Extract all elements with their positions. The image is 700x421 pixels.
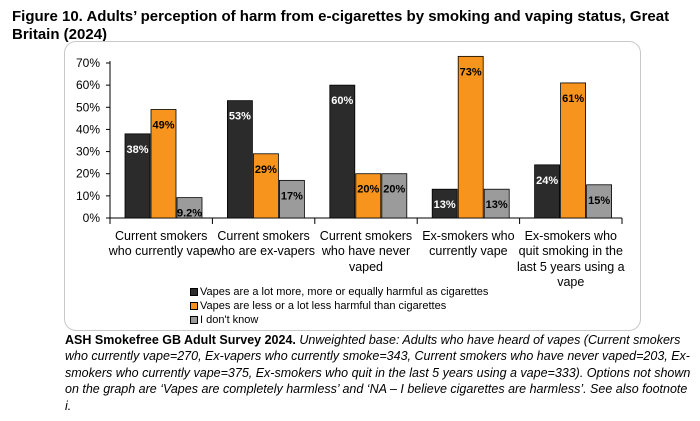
- bar-2-2: [252, 153, 279, 219]
- bars: [124, 55, 612, 219]
- bar-1-4: [431, 188, 458, 219]
- source-details: Unweighted base: Adults who have heard o…: [65, 333, 691, 413]
- legend: Vapes are a lot more, more or equally ha…: [190, 285, 489, 327]
- x-category-label: Current smokers who currently vape: [108, 229, 214, 259]
- source-note: ASH Smokefree GB Adult Survey 2024. Unwe…: [65, 332, 695, 414]
- data-label: 13%: [434, 199, 456, 211]
- y-tick-label: 20%: [76, 167, 100, 181]
- bar-2-5: [560, 82, 586, 219]
- legend-swatch: [190, 302, 198, 310]
- bar-1-5: [534, 164, 560, 219]
- x-category-label: Current smokers who have never vaped: [319, 229, 413, 274]
- data-label: 24%: [536, 175, 558, 187]
- legend-label: Vapes are a lot more, more or equally ha…: [200, 286, 489, 298]
- data-label: 29%: [255, 164, 277, 176]
- x-category-label: Ex-smokers who quit smoking in the last …: [516, 229, 625, 290]
- source-title: ASH Smokefree GB Adult Survey 2024.: [65, 333, 296, 347]
- y-tick-label: 60%: [76, 78, 100, 92]
- bar-3-5: [586, 184, 612, 219]
- bar-1-1: [124, 133, 151, 219]
- legend-swatch: [190, 316, 198, 324]
- legend-label: I don't know: [200, 314, 259, 326]
- legend-swatch: [190, 288, 198, 296]
- y-tick-label: 30%: [76, 145, 100, 159]
- bar-2-4: [457, 55, 484, 219]
- data-label: 61%: [562, 93, 584, 105]
- data-labels: 38% 53% 60% 13% 24% 49% 29% 20% 73% 61% 9.2% 17% 20%…: [126, 66, 610, 219]
- bar-2-1: [150, 109, 177, 219]
- legend-item: Vapes are a lot more, more or equally ha…: [190, 285, 489, 299]
- y-tick-label: 50%: [76, 100, 100, 114]
- y-tick-label: 40%: [76, 122, 100, 136]
- legend-item: I don't know: [190, 313, 488, 327]
- data-label: 73%: [460, 66, 482, 78]
- data-label: 60%: [331, 95, 353, 107]
- y-tick-label: 70%: [76, 56, 100, 70]
- bar-3-1: [176, 197, 203, 219]
- figure-title: Figure 10. Adults’ perception of harm fr…: [12, 8, 670, 43]
- y-tick-label: 10%: [76, 189, 100, 203]
- data-label: 53%: [229, 111, 251, 123]
- data-label: 20%: [357, 184, 379, 196]
- legend-label: Vapes are less or a lot less harmful tha…: [200, 300, 447, 312]
- y-tick-label: 0%: [83, 211, 101, 225]
- data-label: 20%: [383, 184, 405, 196]
- data-label: 9.2%: [177, 208, 202, 220]
- data-label: 38%: [126, 144, 148, 156]
- x-category-label: Ex-smokers who currently vape: [422, 229, 515, 259]
- bar-3-4: [483, 188, 510, 219]
- bar-1-3: [329, 84, 356, 219]
- data-label: 15%: [588, 195, 610, 207]
- bar-3-2: [278, 179, 305, 219]
- legend-item: Vapes are less or a lot less harmful tha…: [190, 299, 488, 313]
- bar-3-3: [381, 173, 408, 219]
- x-category-label: Current smokers who are ex-vapers: [212, 229, 315, 259]
- data-label: 13%: [486, 199, 508, 211]
- data-label: 49%: [152, 120, 174, 132]
- data-label: 17%: [281, 190, 303, 202]
- bar-2-3: [355, 173, 382, 219]
- bar-1-2: [226, 100, 253, 219]
